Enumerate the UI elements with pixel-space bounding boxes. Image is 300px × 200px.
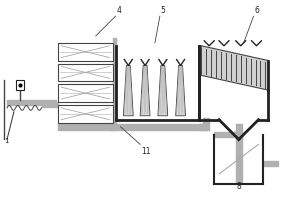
Text: 4: 4 bbox=[116, 6, 121, 15]
Text: 11: 11 bbox=[141, 147, 151, 156]
Bar bbox=[58, 64, 112, 81]
Polygon shape bbox=[123, 65, 133, 116]
Bar bbox=[58, 84, 112, 102]
Text: 8: 8 bbox=[236, 182, 241, 191]
Polygon shape bbox=[158, 65, 168, 116]
Polygon shape bbox=[176, 65, 185, 116]
Polygon shape bbox=[140, 65, 150, 116]
Bar bbox=[58, 105, 112, 123]
Text: 6: 6 bbox=[254, 6, 260, 15]
Polygon shape bbox=[201, 46, 268, 90]
Text: 5: 5 bbox=[161, 6, 166, 15]
Bar bbox=[58, 43, 112, 61]
Bar bbox=[16, 80, 24, 90]
Text: 1: 1 bbox=[4, 138, 8, 144]
